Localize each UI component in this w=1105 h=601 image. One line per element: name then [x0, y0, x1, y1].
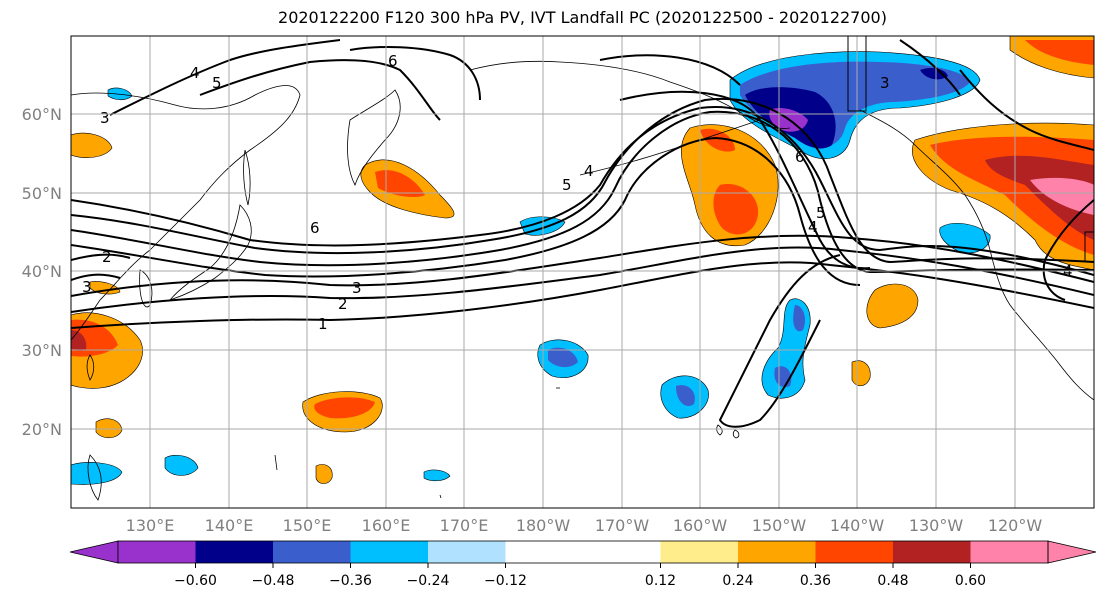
lon-label-140e: 140°E: [205, 516, 254, 535]
colorbar-segment: [660, 541, 739, 563]
colorbar-segment: [738, 541, 816, 563]
colorbar-tick-label: −0.12: [484, 573, 527, 589]
lon-label-150w: 150°W: [752, 516, 807, 535]
colorbar-tick-label: 0.60: [955, 573, 986, 589]
lat-label-60n: 60°N: [22, 105, 62, 124]
lon-label-120w: 120°W: [988, 516, 1043, 535]
colorbar-segment: [195, 541, 274, 563]
latitude-labels: 20°N 30°N 40°N 50°N 60°N: [22, 105, 62, 439]
colorbar-outline: [117, 540, 1049, 564]
contour-label-3d: 3: [880, 74, 890, 92]
colorbar-tick-labels: −0.60 −0.48 −0.36 −0.24 −0.12 0.12 0.24 0.36 0.4…: [174, 573, 986, 589]
contour-label-3b: 3: [100, 109, 110, 127]
lon-label-170w: 170°W: [595, 516, 650, 535]
contour-label-4: 4: [190, 64, 200, 82]
colorbar-tick-label: −0.36: [329, 573, 372, 589]
colorbar-ticks: [195, 563, 971, 568]
lon-label-140w: 140°W: [830, 516, 885, 535]
colorbar-extend-max: [1047, 540, 1097, 564]
lat-label-20n: 20°N: [22, 420, 62, 439]
colorbar-tick-label: 0.48: [877, 573, 908, 589]
colorbar-segment: [428, 541, 506, 563]
colorbar-segment: [273, 541, 351, 563]
contour-label-4b: 4: [584, 162, 594, 180]
contour-label-1: 1: [318, 315, 328, 333]
lon-label-160e: 160°E: [362, 516, 411, 535]
lon-label-180w: 180°W: [516, 516, 571, 535]
lat-label-30n: 30°N: [22, 341, 62, 360]
colorbar: −0.60 −0.48 −0.36 −0.24 −0.12 0.12 0.24 0.36 0.4…: [69, 540, 1097, 589]
colorbar-segment: [583, 541, 661, 563]
colorbar-segment: [505, 541, 584, 563]
colorbar-tick-label: 0.24: [722, 573, 753, 589]
colorbar-tick-label: 0.12: [645, 573, 676, 589]
lat-label-50n: 50°N: [22, 184, 62, 203]
colorbar-segments: [69, 540, 1097, 564]
lon-label-130e: 130°E: [126, 516, 175, 535]
map-area: 1 2 3 6 3 4 5 6 2 3 5 4 6 5 4 3 4: [71, 36, 1094, 508]
contour-label-6: 6: [310, 219, 320, 237]
contour-label-3c: 3: [82, 278, 92, 296]
contour-label-6c: 6: [795, 148, 805, 166]
gridlines: [71, 36, 1094, 508]
region-boxes: [847, 36, 1094, 263]
colorbar-segment: [815, 541, 894, 563]
lon-label-160w: 160°W: [673, 516, 728, 535]
colorbar-tick-label: −0.24: [407, 573, 450, 589]
colorbar-tick-label: −0.48: [252, 573, 295, 589]
contour-label-4c: 4: [808, 218, 818, 236]
map-title: 2020122200 F120 300 hPa PV, IVT Landfall…: [278, 8, 887, 27]
contour-label-5b: 5: [562, 176, 572, 194]
lat-label-40n: 40°N: [22, 262, 62, 281]
positive-anomaly-shading: [71, 36, 1094, 484]
colorbar-segment: [350, 541, 429, 563]
contour-label-2b: 2: [102, 248, 112, 266]
contour-label-3: 3: [352, 279, 362, 297]
longitude-labels: 130°E 140°E 150°E 160°E 170°E 180°W 170°…: [126, 516, 1043, 535]
colorbar-segment: [970, 541, 1049, 563]
contour-label-5c: 5: [816, 204, 826, 222]
colorbar-extend-min: [69, 540, 119, 564]
contour-label-2: 2: [338, 295, 348, 313]
map-frame: [70, 35, 1095, 509]
colorbar-tick-label: −0.60: [174, 573, 217, 589]
contour-label-6b: 6: [388, 52, 398, 70]
pv-contours: [71, 39, 1094, 428]
colorbar-tick-label: 0.36: [800, 573, 831, 589]
contour-label-5: 5: [212, 74, 222, 92]
lon-label-170e: 170°E: [440, 516, 489, 535]
colorbar-segment: [893, 541, 971, 563]
lon-label-150e: 150°E: [283, 516, 332, 535]
colorbar-segment: [118, 541, 196, 563]
lon-label-130w: 130°W: [909, 516, 964, 535]
